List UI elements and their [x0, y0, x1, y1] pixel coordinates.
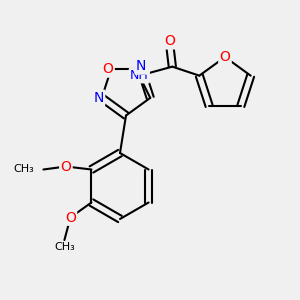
Text: N: N: [94, 91, 104, 105]
Text: N: N: [136, 59, 146, 74]
Text: O: O: [65, 211, 76, 224]
Text: NH: NH: [130, 69, 149, 82]
Text: CH₃: CH₃: [14, 164, 34, 175]
Text: O: O: [220, 50, 230, 64]
Text: O: O: [164, 34, 175, 48]
Text: O: O: [61, 160, 71, 173]
Text: O: O: [103, 62, 113, 76]
Text: CH₃: CH₃: [54, 242, 75, 253]
